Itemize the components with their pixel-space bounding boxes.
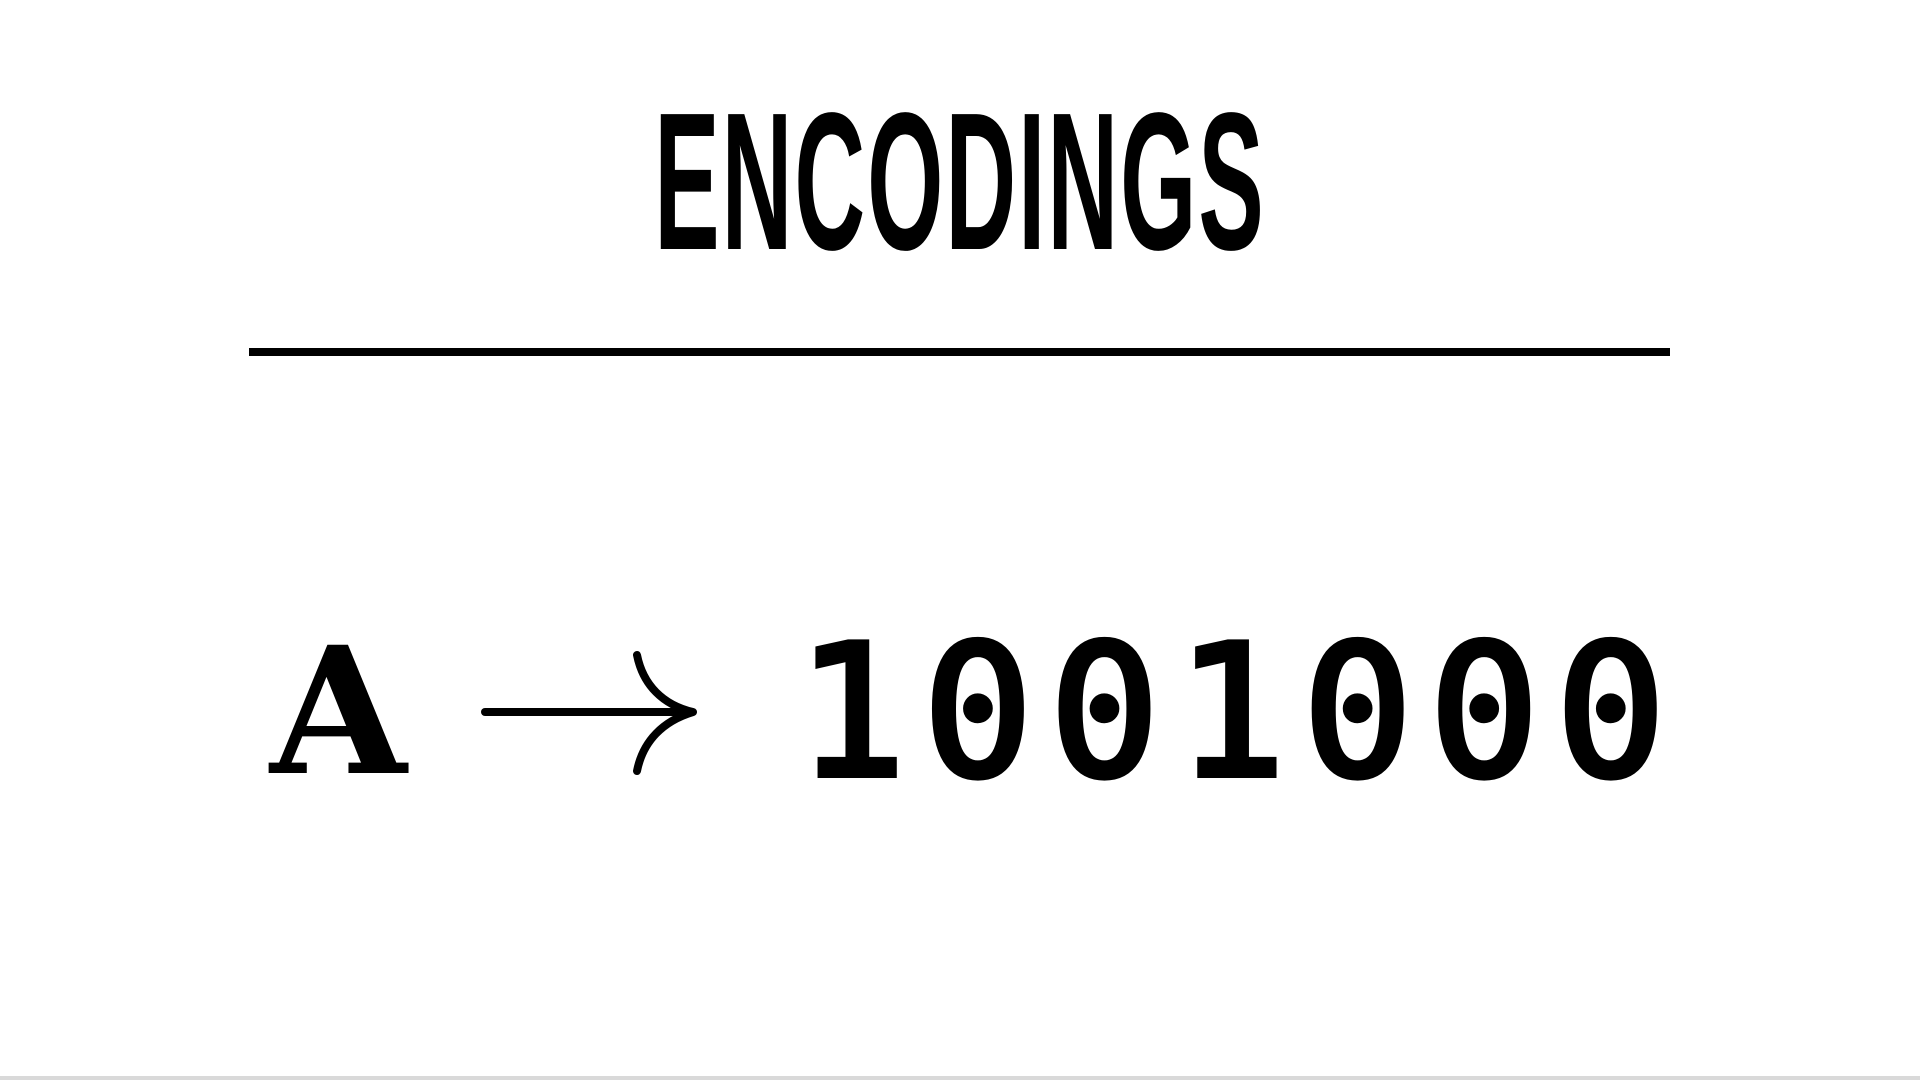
slide-bottom-edge bbox=[0, 1076, 1920, 1080]
encoding-equation: A 1001000 bbox=[270, 606, 1683, 818]
binary-code: 1001000 bbox=[794, 606, 1683, 818]
source-character: A bbox=[270, 608, 407, 815]
slide-title: ENCODINGS bbox=[654, 72, 1266, 291]
title-divider bbox=[249, 348, 1670, 356]
long-right-arrow-icon bbox=[480, 651, 697, 775]
